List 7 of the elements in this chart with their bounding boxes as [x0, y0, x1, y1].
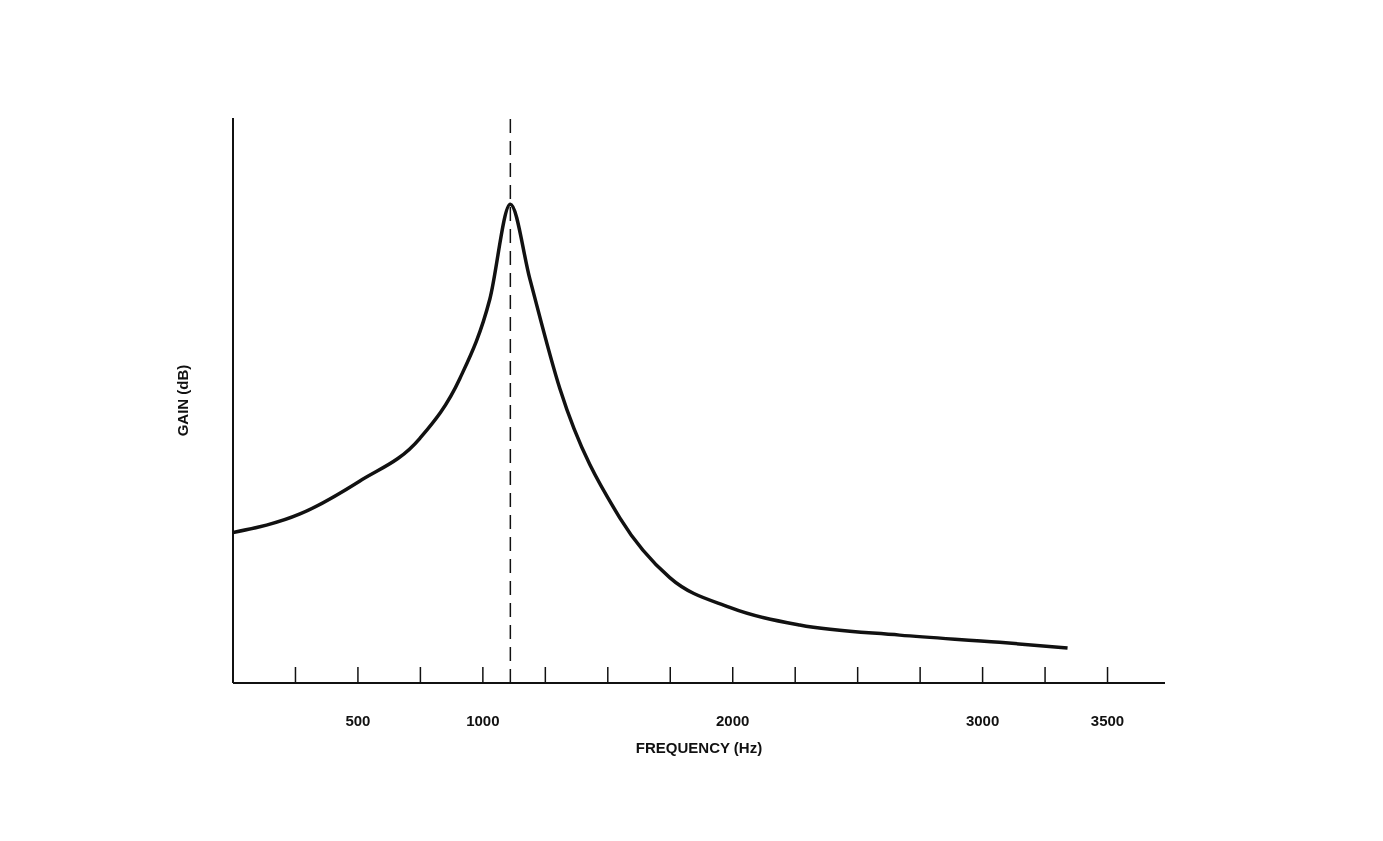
x-axis-title: FREQUENCY (Hz) — [635, 739, 763, 756]
x-tick-label: 3000 — [965, 711, 1000, 729]
x-tick-label: 2000 — [716, 711, 750, 729]
x-tick-label: 3500 — [1090, 711, 1125, 729]
x-tick-label: 1000 — [466, 711, 500, 729]
y-axis-title: GAIN (dB) — [174, 364, 192, 437]
x-tick-label: 500 — [345, 711, 371, 729]
